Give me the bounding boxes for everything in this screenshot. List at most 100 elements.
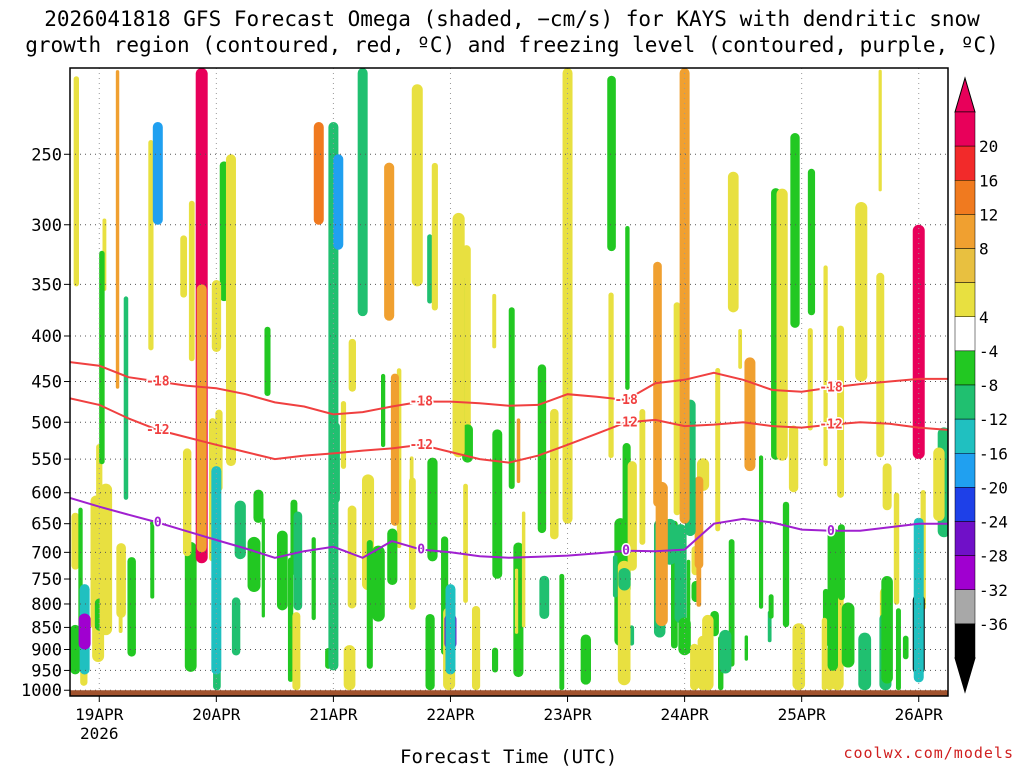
- omega-cell: [807, 328, 813, 431]
- title-line-2: growth region (contoured, red, ºC) and f…: [25, 33, 999, 57]
- x-tick-label: 26APR: [895, 705, 944, 724]
- x-tick-label: 24APR: [661, 705, 710, 724]
- y-tick-label: 400: [31, 327, 62, 347]
- omega-cell: [827, 527, 839, 671]
- omega-feature-8: [445, 584, 456, 675]
- title-line-1: 2026041818 GFS Forecast Omega (shaded, −…: [44, 7, 980, 31]
- colorbar-band: [954, 418, 976, 454]
- omega-cell: [182, 448, 192, 557]
- colorbar-band: [954, 145, 976, 181]
- omega-cell: [876, 272, 885, 458]
- omega-cell: [371, 545, 385, 622]
- omega-cell: [462, 424, 473, 463]
- colorbar-band: [954, 589, 976, 625]
- omega-cell: [580, 634, 591, 685]
- contour-label: 0: [622, 544, 630, 559]
- omega-cell: [537, 364, 547, 534]
- omega-feature-14: [679, 68, 690, 524]
- colorbar-band: [954, 521, 976, 556]
- credit-link[interactable]: coolwx.com/models: [843, 744, 1014, 762]
- omega-cell: [99, 250, 105, 465]
- y-tick-label: 600: [31, 484, 62, 504]
- colorbar-band: [954, 282, 976, 317]
- omega-cell: [639, 409, 646, 545]
- omega-cell: [807, 168, 816, 316]
- omega-cell: [180, 235, 188, 298]
- omega-cell: [655, 481, 668, 627]
- colorbar-band: [954, 487, 976, 522]
- omega-feature-5: [333, 154, 344, 250]
- omega-cell: [855, 202, 868, 382]
- omega-cell: [276, 530, 288, 611]
- omega-cell: [408, 477, 416, 610]
- omega-cell: [411, 84, 423, 287]
- omega-cell: [790, 132, 800, 328]
- plot-area: -18 -18 -18 -18 -12 -12 -12 -12 0 0 0 0: [70, 68, 948, 696]
- omega-cell: [792, 623, 806, 691]
- colorbar-band: [954, 248, 976, 283]
- omega-cell: [231, 597, 241, 656]
- contour-label: 0: [827, 524, 835, 539]
- y-tick-label: 350: [31, 275, 62, 295]
- omega-feature-10: [78, 613, 91, 650]
- x-tick-label: 25APR: [778, 705, 827, 724]
- omega-cell: [348, 338, 356, 392]
- x-tick-label: 19APR: [75, 705, 124, 724]
- contour-line: [70, 496, 948, 559]
- omega-cell: [148, 140, 154, 351]
- omega-cell: [823, 265, 828, 467]
- omega-cell: [902, 635, 909, 660]
- omega-cell: [99, 483, 113, 636]
- y-tick-label: 850: [31, 618, 62, 638]
- y-tick-label: 500: [31, 413, 62, 433]
- omega-cell: [492, 429, 503, 579]
- omega-cell: [858, 632, 872, 691]
- contour-label: 0: [154, 516, 162, 531]
- x-tick-label: 21APR: [309, 705, 358, 724]
- omega-cell: [744, 635, 749, 661]
- omega-cell: [90, 495, 103, 630]
- omega-cell: [253, 489, 264, 523]
- omega-cell: [690, 643, 699, 691]
- colorbar-label: -32: [979, 581, 1008, 600]
- colorbar-top-arrow: [954, 76, 976, 113]
- omega-feature-6: [357, 68, 368, 317]
- omega-cell: [837, 524, 845, 601]
- omega-cell: [702, 614, 714, 691]
- colorbar-band: [954, 214, 976, 249]
- colorbar-label: -4: [979, 342, 998, 361]
- omega-cell: [893, 492, 900, 605]
- omega-cell: [539, 575, 550, 620]
- colorbar-label: 20: [979, 137, 998, 156]
- colorbar-label: -16: [979, 444, 1008, 463]
- colorbar-band: [954, 555, 976, 590]
- omega-cell: [123, 296, 129, 500]
- omega-cell: [431, 162, 438, 311]
- omega-cell: [71, 512, 80, 570]
- colorbar-band: [954, 316, 976, 352]
- omega-cell: [878, 69, 882, 192]
- contour-label: -18: [614, 393, 638, 408]
- colorbar-label: -36: [979, 615, 1008, 634]
- contour-label: -12: [409, 438, 432, 453]
- omega-cell: [744, 357, 756, 472]
- omega-cell: [882, 463, 892, 511]
- colorbar-label: -8: [979, 376, 998, 395]
- omega-feature-1: [196, 284, 207, 553]
- x-year-label: 2026: [80, 724, 119, 743]
- omega-cell: [837, 325, 845, 498]
- y-tick-label: 800: [31, 595, 62, 615]
- contour-label: -12: [819, 418, 842, 433]
- colorbar-band: [954, 623, 976, 659]
- omega-cell: [768, 594, 774, 619]
- omega-cell: [612, 555, 618, 598]
- omega-feature-17: [913, 517, 924, 683]
- omega-cell: [463, 483, 468, 603]
- chart-title: 2026041818 GFS Forecast Omega (shaded, −…: [0, 6, 1024, 58]
- contour-label: 0: [417, 543, 425, 558]
- contour-label: -18: [146, 375, 170, 390]
- omega-cell: [821, 617, 828, 691]
- omega-feature-4: [328, 122, 339, 671]
- omega-cell: [625, 226, 630, 390]
- omega-cell: [492, 293, 497, 349]
